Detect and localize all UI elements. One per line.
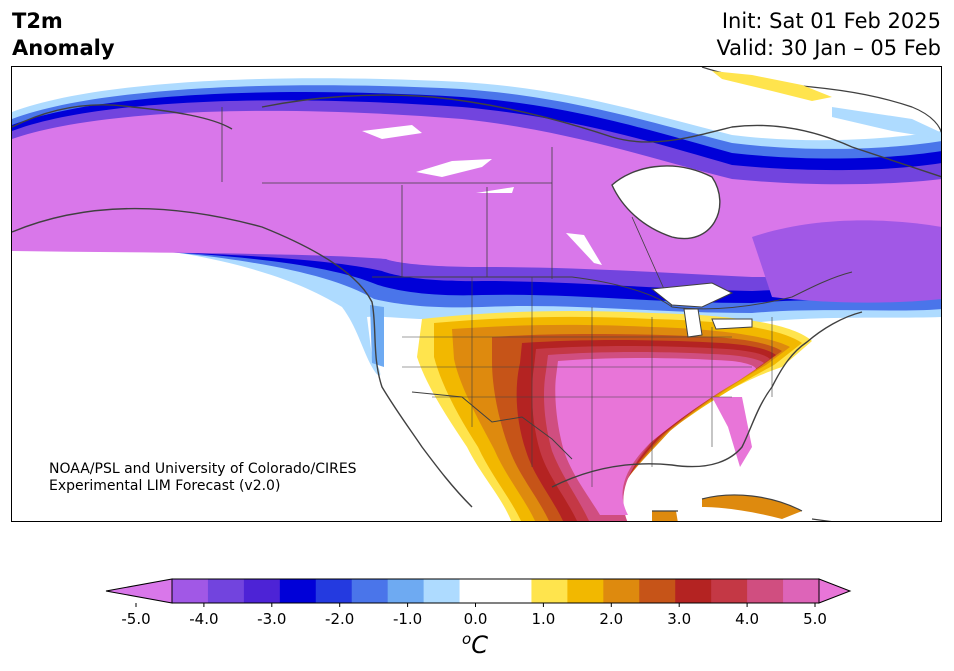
colorbar-tick-label: -1.0	[393, 610, 422, 627]
central-america-warm	[652, 511, 678, 521]
coastline-alaska	[12, 104, 233, 130]
canada-lake-3	[476, 187, 514, 193]
colorbar-cell	[207, 579, 245, 603]
anomaly-map-svg	[12, 67, 941, 521]
title-line-1: T2m	[12, 9, 63, 33]
coastline-west	[12, 207, 473, 508]
colorbar-cells	[105, 578, 852, 604]
pacific-nw-blue	[370, 305, 384, 367]
colorbar-extend-high	[818, 578, 852, 604]
map-title: T2m Anomaly	[12, 8, 115, 62]
us-mexico-border	[411, 391, 573, 460]
colorbar-tick-label: -5.0	[121, 610, 150, 627]
colorbar-cell	[747, 579, 784, 603]
colorbar-tick-label: 0.0	[464, 610, 488, 627]
unit-degree-sup: o	[462, 630, 472, 648]
colorbar-tick-label: -2.0	[325, 610, 354, 627]
colorbar-cell	[639, 579, 676, 603]
hudson-bay-coast	[611, 165, 721, 240]
colorbar-cell	[315, 579, 353, 603]
colorbar-cell	[531, 579, 568, 603]
credit-line-2: Experimental LIM Forecast (v2.0)	[49, 478, 281, 494]
colorbar-cell	[495, 579, 532, 603]
colorbar-tick-label: 1.0	[531, 610, 555, 627]
us-canada-border	[372, 271, 853, 310]
unit-base: C	[471, 631, 488, 659]
colorbar-cell	[459, 579, 496, 603]
greenland-warm	[712, 71, 832, 101]
colorbar-tick-label: -4.0	[189, 610, 218, 627]
colorbar-cell	[783, 579, 820, 603]
colorbar-cell	[243, 579, 281, 603]
title-line-2: Anomaly	[12, 36, 115, 60]
east-canada-cold	[752, 220, 941, 303]
colorbar-cell	[279, 579, 317, 603]
us-state-borders	[402, 277, 773, 487]
florida-warm	[712, 397, 752, 467]
colorbar-cell	[603, 579, 640, 603]
colorbar-cell	[711, 579, 748, 603]
colorbar: -5.0 -4.0 -3.0 -2.0 -1.0 0.0 1.0 2.0 3.0 4.0 5.0	[105, 578, 852, 627]
colorbar-ticks: -5.0 -4.0 -3.0 -2.0 -1.0 0.0 1.0 2.0 3.0 4.0 5.0	[121, 603, 827, 627]
coastline-gulf	[551, 311, 863, 488]
great-lakes	[650, 282, 753, 338]
colorbar-cell	[172, 579, 209, 603]
colorbar-tick-label: 2.0	[599, 610, 623, 627]
colorbar-cell	[567, 579, 604, 603]
colorbar-tick-label: 3.0	[667, 610, 691, 627]
unit-label: oC	[462, 630, 488, 659]
coastline-arctic	[261, 94, 941, 178]
colorbar-cell	[675, 579, 712, 603]
caribbean-warm	[702, 495, 802, 519]
credit-text: NOAA/PSL and University of Colorado/CIRE…	[49, 461, 357, 495]
canada-lake-1	[362, 125, 422, 139]
colorbar-extend-low	[105, 578, 173, 604]
canada-province-borders	[221, 107, 673, 308]
colorbar-cell	[387, 579, 425, 603]
credit-line-1: NOAA/PSL and University of Colorado/CIRE…	[49, 461, 357, 477]
colorbar-tick-label: 4.0	[735, 610, 759, 627]
colorbar-tick-label: 5.0	[803, 610, 827, 627]
forecast-dates: Init: Sat 01 Feb 2025 Valid: 30 Jan – 05…	[716, 8, 941, 62]
warm-core-pink	[555, 358, 756, 515]
canada-lake-2	[416, 159, 492, 177]
colorbar-cell	[351, 579, 389, 603]
init-date: Init: Sat 01 Feb 2025	[721, 9, 941, 33]
canada-lake-4	[566, 233, 602, 265]
hudson-bay	[612, 165, 720, 239]
valid-range: Valid: 30 Jan – 05 Feb	[716, 36, 941, 60]
anomaly-map	[11, 66, 942, 522]
greenland-cold	[832, 107, 941, 139]
caribbean-islands	[652, 494, 832, 521]
colorbar-cell	[423, 579, 461, 603]
cold-core-magenta	[12, 110, 941, 278]
colorbar-tick-label: -3.0	[257, 610, 286, 627]
colorbar-frame	[171, 578, 820, 604]
